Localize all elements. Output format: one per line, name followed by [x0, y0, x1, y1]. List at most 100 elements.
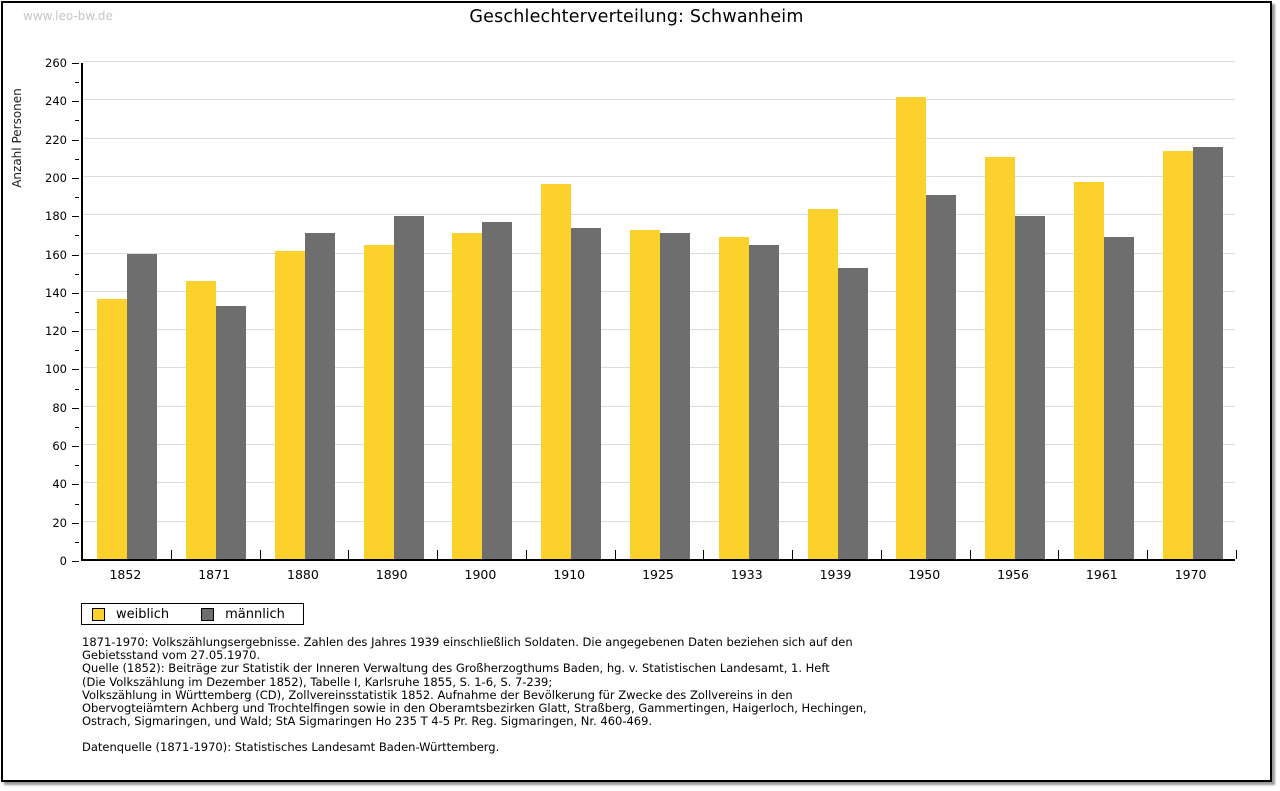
bar-männlich-1871 [216, 306, 247, 559]
bar-weiblich-1970 [1162, 151, 1193, 559]
bar-männlich-1950 [926, 195, 957, 559]
bar-weiblich-1900 [452, 233, 483, 559]
bar-group-1950 [882, 63, 971, 559]
bar-group-1925 [616, 63, 705, 559]
footnote-line: Gebietsstand vom 27.05.1970. [82, 648, 261, 663]
y-minor-tick-190 [75, 197, 79, 199]
y-tick-label-60: 60 [52, 439, 67, 454]
bar-weiblich-1880 [274, 250, 305, 559]
x-axis-tick-13 [1236, 550, 1237, 559]
y-minor-tick-70 [75, 426, 79, 428]
bar-männlich-1910 [571, 227, 602, 559]
y-major-tick-20 [72, 522, 79, 524]
x-tick-label-1871: 1871 [198, 567, 231, 582]
y-major-tick-220 [72, 139, 79, 141]
gridline-180 [83, 214, 1235, 216]
bar-männlich-1852 [127, 254, 158, 559]
footnote-line: (Die Volkszählung im Dezember 1852), Tab… [82, 674, 553, 689]
bar-group-1910 [527, 63, 616, 559]
x-axis-tick-3 [348, 550, 350, 559]
x-axis-tick-2 [259, 550, 261, 559]
y-minor-tick-30 [75, 503, 79, 505]
footnote-line: Quelle (1852): Beiträge zur Statistik de… [82, 661, 830, 676]
maennlich-swatch-icon [201, 607, 215, 621]
y-tick-label-80: 80 [52, 400, 67, 415]
y-minor-tick-50 [75, 465, 79, 467]
y-tick-label-120: 120 [45, 324, 67, 339]
datasource-line: Datenquelle (1871-1970): Statistisches L… [82, 740, 500, 755]
y-tick-label-260: 260 [45, 56, 67, 70]
gridline-200 [83, 175, 1235, 177]
y-major-tick-180 [72, 216, 79, 218]
bar-männlich-1900 [482, 221, 513, 559]
x-tick-label-1880: 1880 [287, 567, 319, 582]
bar-group-1900 [438, 63, 527, 559]
plot-area [81, 61, 1237, 561]
bar-weiblich-1961 [1073, 181, 1104, 559]
x-tick-label-1933: 1933 [730, 567, 763, 582]
y-major-tick-160 [72, 254, 79, 256]
footnote-line: Volkszählung in Württemberg (CD), Zollve… [82, 687, 793, 702]
gridline-240 [83, 99, 1235, 101]
x-tick-label-1970: 1970 [1174, 567, 1207, 582]
x-tick-label-1890: 1890 [375, 567, 408, 582]
x-axis-tick-1 [170, 550, 172, 559]
y-major-tick-240 [72, 101, 79, 103]
y-major-tick-200 [72, 177, 79, 179]
y-tick-label-220: 220 [45, 132, 67, 147]
x-tick-label-1900: 1900 [464, 567, 497, 582]
y-minor-tick-130 [75, 312, 79, 313]
y-minor-tick-10 [75, 541, 79, 543]
bar-group-1871 [172, 63, 261, 559]
bar-weiblich-1852 [97, 298, 128, 559]
x-axis-tick-8 [792, 550, 794, 559]
site-watermark: www.leo-bw.de [23, 9, 113, 23]
y-minor-tick-250 [75, 82, 79, 84]
bar-weiblich-1950 [896, 97, 927, 559]
y-major-tick-80 [72, 407, 79, 409]
chart-legend: weiblich männlich [81, 603, 304, 625]
y-major-tick-40 [72, 484, 79, 486]
y-tick-label-0: 0 [59, 554, 67, 568]
bar-männlich-1939 [837, 267, 868, 559]
x-tick-label-1852: 1852 [109, 567, 142, 582]
y-tick-label-140: 140 [45, 285, 67, 300]
x-tick-label-1950: 1950 [908, 567, 941, 582]
bar-weiblich-1956 [985, 156, 1016, 559]
x-tick-label-1939: 1939 [819, 567, 852, 582]
y-tick-label-160: 160 [45, 247, 67, 262]
bar-group-1880 [261, 63, 350, 559]
bar-group-1956 [971, 63, 1060, 559]
bar-group-1890 [349, 63, 438, 559]
footnotes: 1871-1970: Volkszählungsergebnisse. Zahl… [82, 635, 1202, 755]
bar-weiblich-1910 [541, 183, 572, 559]
y-minor-tick-170 [75, 235, 79, 237]
x-axis-tick-10 [969, 550, 971, 559]
bar-group-1970 [1148, 63, 1237, 559]
y-tick-label-100: 100 [45, 362, 67, 377]
x-axis-tick-11 [1058, 550, 1060, 559]
y-tick-label-180: 180 [45, 209, 67, 224]
bar-männlich-1925 [659, 233, 690, 559]
bar-weiblich-1871 [186, 281, 217, 559]
legend-label-maennlich: männlich [225, 606, 285, 622]
gridline-260 [83, 61, 1235, 62]
bar-männlich-1956 [1015, 216, 1046, 559]
bar-group-1961 [1059, 63, 1148, 559]
y-major-tick-140 [72, 292, 79, 294]
x-tick-label-1961: 1961 [1085, 567, 1118, 582]
weiblich-swatch-icon [92, 607, 105, 621]
bar-weiblich-1933 [718, 237, 749, 559]
chart-title: Geschlechterverteilung: Schwanheim [469, 7, 804, 27]
y-major-tick-120 [72, 331, 79, 333]
footnote-line: 1871-1970: Volkszählungsergebnisse. Zahl… [82, 635, 853, 649]
footnote-line: Ostrach, Sigmaringen, und Wald; StA Sigm… [82, 714, 653, 729]
y-minor-tick-90 [75, 388, 79, 390]
bar-weiblich-1925 [629, 229, 660, 559]
y-minor-tick-210 [75, 158, 79, 160]
y-minor-tick-110 [75, 350, 79, 352]
bar-group-1933 [704, 63, 793, 559]
bar-männlich-1880 [304, 233, 335, 559]
bar-männlich-1933 [748, 244, 779, 559]
